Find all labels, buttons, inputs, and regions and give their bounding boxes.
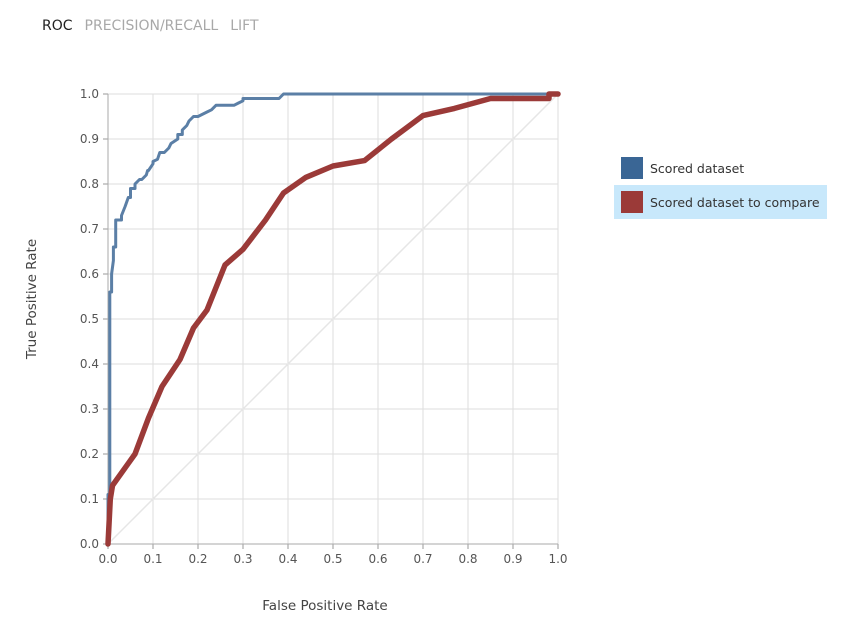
legend-label-scored-dataset: Scored dataset: [650, 160, 745, 176]
x-tick-label: 0.0: [98, 552, 117, 566]
y-tick-label: 0.1: [80, 492, 99, 506]
legend-swatch-scored-dataset: [621, 157, 643, 179]
y-tick-label: 0.6: [80, 267, 99, 281]
x-tick-label: 0.1: [143, 552, 162, 566]
y-tick-label: 0.5: [80, 312, 99, 326]
tab-precision-recall[interactable]: PRECISION/RECALL: [84, 18, 219, 34]
y-tick-label: 0.9: [80, 132, 99, 146]
y-axis-title: True Positive Rate: [24, 239, 40, 360]
legend-label-scored-dataset-to-compare: Scored dataset to compare: [650, 194, 820, 210]
legend-item-scored-dataset[interactable]: Scored dataset: [614, 151, 827, 185]
x-tick-label: 1.0: [548, 552, 567, 566]
y-tick-label: 0.2: [80, 447, 99, 461]
x-tick-label: 0.4: [278, 552, 297, 566]
series-line-scored-dataset-to-compare: [105, 91, 561, 547]
y-tick-label: 0.7: [80, 222, 99, 236]
x-tick-label: 0.7: [413, 552, 432, 566]
y-tick-label: 0.0: [80, 537, 99, 551]
y-tick-label: 0.3: [80, 402, 99, 416]
x-tick-label: 0.3: [233, 552, 252, 566]
x-tick-label: 0.8: [458, 552, 477, 566]
y-tick-label: 1.0: [80, 87, 99, 101]
chart-tabs: ROC PRECISION/RECALL LIFT: [42, 18, 259, 34]
x-tick-label: 0.6: [368, 552, 387, 566]
y-tick-label: 0.4: [80, 357, 99, 371]
x-tick-label: 0.2: [188, 552, 207, 566]
tab-lift[interactable]: LIFT: [230, 18, 259, 34]
legend-item-scored-dataset-to-compare[interactable]: Scored dataset to compare: [614, 185, 827, 219]
random-baseline-line: [107, 93, 559, 545]
y-tick-label: 0.8: [80, 177, 99, 191]
tab-roc[interactable]: ROC: [42, 18, 73, 34]
chart-legend: Scored dataset Scored dataset to compare: [614, 151, 827, 219]
x-axis-title: False Positive Rate: [262, 598, 387, 614]
series-line-scored-dataset: [106, 92, 560, 546]
x-tick-label: 0.9: [503, 552, 522, 566]
legend-swatch-scored-dataset-to-compare: [621, 191, 643, 213]
x-tick-label: 0.5: [323, 552, 342, 566]
